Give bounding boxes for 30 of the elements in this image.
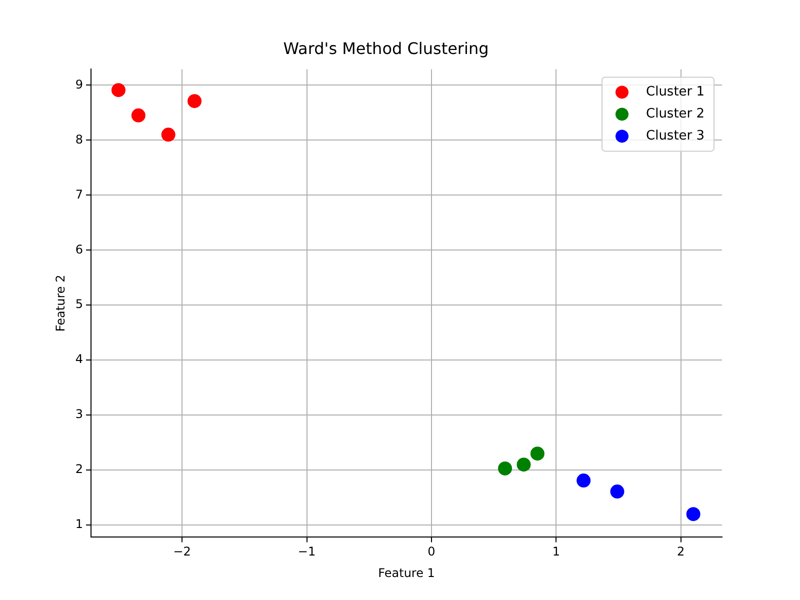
point: [686, 507, 700, 522]
point: [530, 446, 544, 461]
x-tick-label: 1: [552, 544, 560, 559]
x-axis-title: Feature 1: [378, 566, 435, 580]
legend-label: Cluster 1: [646, 84, 705, 100]
point: [111, 83, 126, 98]
chart-title: Ward's Method Clustering: [283, 38, 489, 58]
y-tick-label: 4: [75, 352, 84, 366]
y-tick-label: 7: [75, 187, 84, 202]
legend-label: Cluster 3: [646, 128, 705, 144]
x-tick-label: −1: [298, 544, 316, 559]
y-tick-label: 2: [75, 462, 84, 476]
point: [610, 484, 624, 499]
y-tick-label: 9: [75, 77, 84, 92]
point: [131, 108, 146, 122]
point: [161, 128, 176, 142]
y-tick-label: 3: [75, 407, 84, 422]
y-tick-label: 6: [75, 242, 84, 256]
point: [498, 461, 512, 476]
point: [516, 458, 531, 472]
x-tick-label: 0: [428, 544, 436, 559]
x-tick-label: 2: [677, 544, 685, 559]
legend-label: Cluster 2: [646, 106, 705, 122]
x-tick-label: −2: [173, 544, 191, 559]
point: [188, 94, 202, 108]
y-tick-label: 8: [75, 132, 84, 146]
y-tick-label: 5: [75, 297, 84, 312]
y-axis-title: Feature 2: [53, 274, 68, 332]
point: [576, 474, 591, 488]
y-tick-label: 1: [75, 517, 84, 532]
